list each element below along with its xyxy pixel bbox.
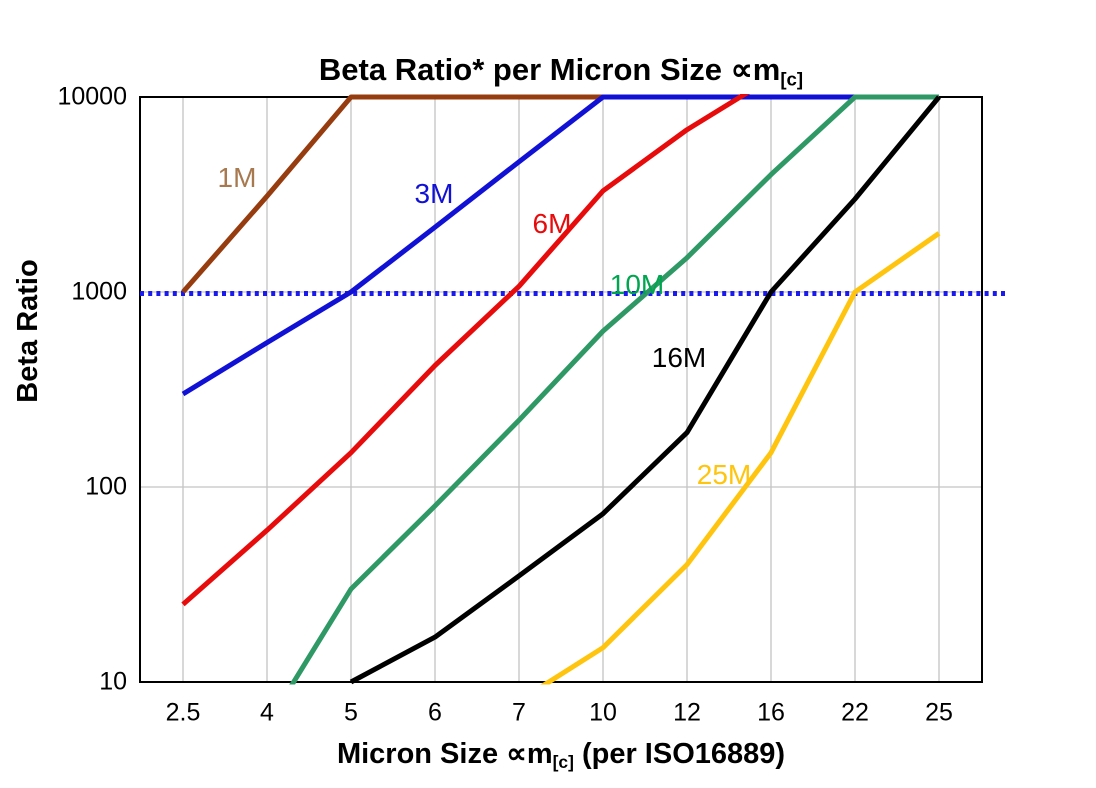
series-line-6m: [181, 94, 750, 607]
x-tick-label: 7: [512, 698, 526, 727]
y-tick-label: 100: [85, 472, 127, 501]
x-tick-label: 6: [428, 698, 442, 727]
x-tick-label: 12: [673, 698, 701, 727]
chart-title: Beta Ratio* per Micron Size ∝m[c]: [140, 52, 982, 91]
y-tick-label: 10: [99, 667, 127, 696]
y-tick-label: 10000: [57, 82, 127, 111]
chart-title-subscript: [c]: [780, 68, 804, 90]
series-label-6m: 6M: [532, 208, 572, 239]
series-label-1m: 1M: [217, 162, 257, 193]
x-axis-title-subscript: [c]: [552, 752, 574, 773]
series-line-16m: [349, 95, 941, 685]
x-tick-label: 16: [757, 698, 785, 727]
x-tick-label: 25: [925, 698, 953, 727]
plot-border: [139, 96, 983, 683]
x-tick-label: 4: [260, 698, 274, 727]
series-line-25m: [540, 231, 941, 685]
series-line-3m: [181, 94, 939, 397]
x-tick-label: 2.5: [165, 698, 201, 727]
series-label-25m: 25M: [696, 459, 752, 490]
x-tick-label: 5: [344, 698, 358, 727]
x-tick-label: 22: [841, 698, 869, 727]
chart-title-text: Beta Ratio* per Micron Size ∝m: [318, 52, 781, 87]
y-tick-label: 1000: [71, 277, 127, 306]
x-axis-title-suffix: (per ISO16889): [573, 738, 786, 770]
series-label-10m: 10M: [609, 269, 665, 300]
x-axis-title: Micron Size ∝m[c] (per ISO16889): [140, 736, 982, 773]
series-label-3m: 3M: [414, 178, 454, 209]
series-label-16m: 16M: [651, 342, 707, 373]
x-tick-label: 10: [589, 698, 617, 727]
series-line-10m: [289, 94, 939, 685]
x-axis-title-text: Micron Size ∝m: [336, 738, 553, 770]
